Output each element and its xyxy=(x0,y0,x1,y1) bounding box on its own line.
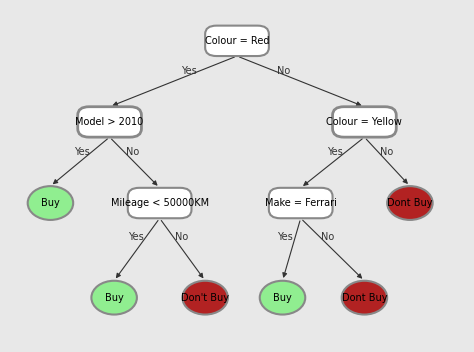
Text: No: No xyxy=(277,66,290,76)
Text: Colour = Red: Colour = Red xyxy=(205,36,269,46)
FancyBboxPatch shape xyxy=(205,26,269,56)
Text: Dont Buy: Dont Buy xyxy=(342,293,387,303)
Ellipse shape xyxy=(182,281,228,315)
Text: No: No xyxy=(321,232,335,242)
Text: No: No xyxy=(175,232,188,242)
Ellipse shape xyxy=(387,186,433,220)
FancyBboxPatch shape xyxy=(269,188,333,218)
Text: Buy: Buy xyxy=(105,293,124,303)
FancyBboxPatch shape xyxy=(333,107,396,137)
Text: Colour = Yellow: Colour = Yellow xyxy=(327,117,402,127)
Text: Buy: Buy xyxy=(41,198,60,208)
Text: Yes: Yes xyxy=(277,232,293,242)
Text: Yes: Yes xyxy=(74,147,90,157)
FancyBboxPatch shape xyxy=(78,107,141,137)
Ellipse shape xyxy=(260,281,305,315)
Text: Dont Buy: Dont Buy xyxy=(387,198,433,208)
Ellipse shape xyxy=(342,281,387,315)
Text: Make = Ferrari: Make = Ferrari xyxy=(265,198,337,208)
Text: Yes: Yes xyxy=(181,66,197,76)
Ellipse shape xyxy=(27,186,73,220)
Text: No: No xyxy=(126,147,139,157)
FancyBboxPatch shape xyxy=(128,188,191,218)
Text: Don't Buy: Don't Buy xyxy=(181,293,229,303)
Text: Mileage < 50000KM: Mileage < 50000KM xyxy=(110,198,209,208)
Text: Buy: Buy xyxy=(273,293,292,303)
Text: No: No xyxy=(380,147,393,157)
Text: Model > 2010: Model > 2010 xyxy=(75,117,144,127)
Ellipse shape xyxy=(91,281,137,315)
Text: Yes: Yes xyxy=(128,232,144,242)
Text: Yes: Yes xyxy=(328,147,343,157)
